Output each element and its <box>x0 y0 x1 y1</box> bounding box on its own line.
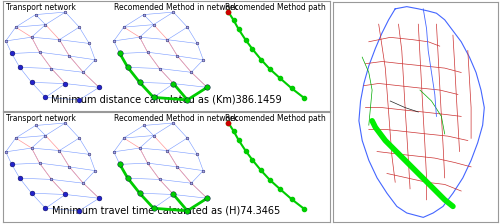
Text: Minimum travel time calculated as (H)74.3465: Minimum travel time calculated as (H)74.… <box>52 205 280 215</box>
Text: Recomended Method path: Recomended Method path <box>225 3 326 12</box>
Text: Recomended Method in network: Recomended Method in network <box>114 3 238 12</box>
Text: Transport network: Transport network <box>6 3 75 12</box>
Text: Minimum distance calculated as (Km)386.1459: Minimum distance calculated as (Km)386.1… <box>51 94 282 104</box>
Text: Transport network: Transport network <box>6 114 75 123</box>
Text: Recomended Method path: Recomended Method path <box>225 114 326 123</box>
Text: Recomended Method in network: Recomended Method in network <box>114 114 238 123</box>
